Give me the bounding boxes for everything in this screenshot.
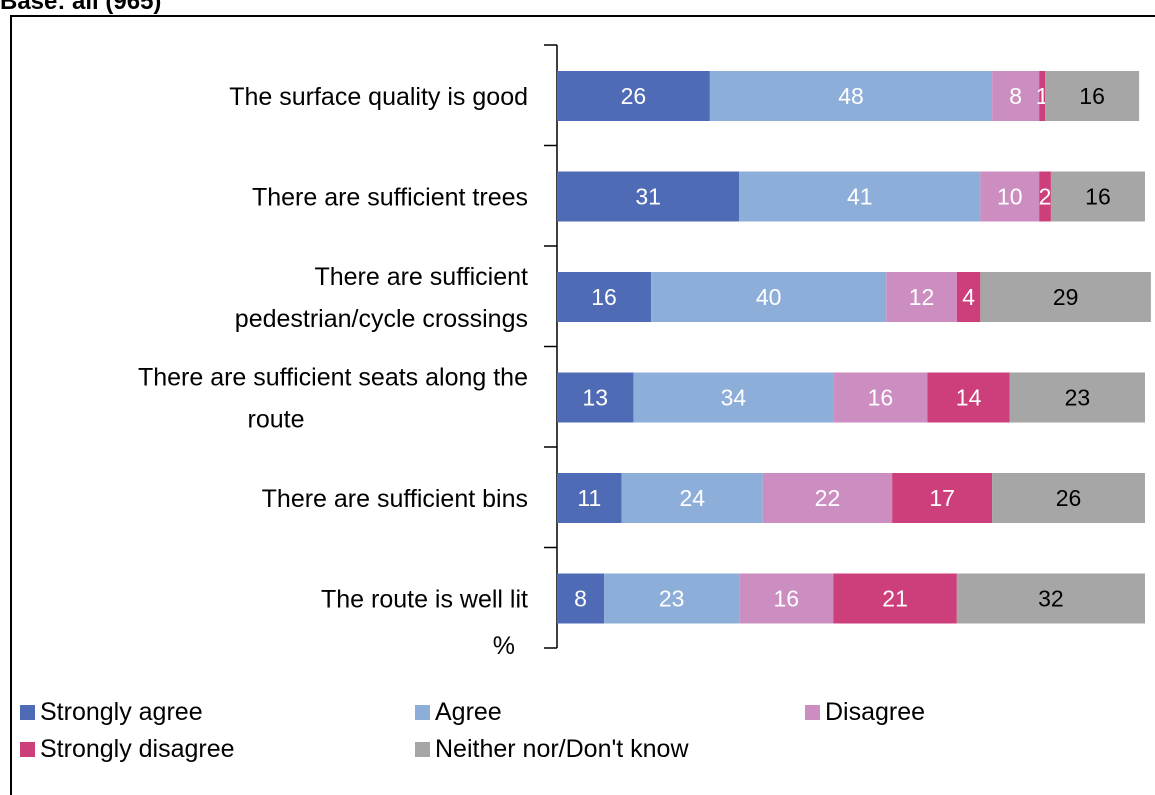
data-label: 34 <box>721 385 747 411</box>
data-label: 13 <box>582 385 608 411</box>
data-label: 40 <box>756 284 782 310</box>
bar-segment <box>927 372 1010 423</box>
bar-segment <box>1039 171 1051 222</box>
bar-segment <box>557 573 605 624</box>
category-label: There are sufficient <box>314 263 528 291</box>
bar-segment <box>956 573 1145 624</box>
category-label: There are sufficient bins <box>262 485 528 513</box>
data-label: 10 <box>997 184 1023 210</box>
legend-swatch <box>415 742 430 757</box>
bar-segment <box>892 473 993 523</box>
category-label: The route is well lit <box>321 586 528 614</box>
bar-segment <box>762 473 893 523</box>
bar-segment <box>557 272 652 322</box>
legend-swatch <box>415 705 430 720</box>
data-label: 17 <box>929 485 955 511</box>
category-label: route <box>248 406 305 434</box>
data-label: 8 <box>574 586 587 612</box>
category-label: pedestrian/cycle crossings <box>235 305 528 333</box>
legend-swatch <box>805 705 820 720</box>
bar-segment <box>1045 71 1140 121</box>
data-label: 24 <box>679 485 705 511</box>
base-label: Base: all (965) <box>0 0 162 15</box>
legend-label: Strongly agree <box>40 698 203 726</box>
data-label: 11 <box>577 485 601 511</box>
legend-swatch <box>20 705 35 720</box>
bar-segment <box>739 573 834 624</box>
category-label: The surface quality is good <box>229 83 528 111</box>
data-label: 4 <box>962 284 975 310</box>
bar-segment <box>886 272 957 322</box>
category-label: There are sufficient trees <box>252 184 528 212</box>
data-label: 16 <box>1085 184 1111 210</box>
bar-segment <box>833 372 928 423</box>
data-label: 26 <box>621 83 647 109</box>
data-label: 23 <box>1065 385 1091 411</box>
bar-segment <box>604 573 740 624</box>
bar-segment <box>651 272 887 322</box>
legend: Strongly agree Agree Disagree Strongly disa… <box>20 698 925 763</box>
data-label: 16 <box>591 284 617 310</box>
data-label: 23 <box>659 586 685 612</box>
bar-segment <box>980 272 1151 322</box>
bar-segment <box>1009 372 1145 423</box>
data-label: 8 <box>1009 83 1022 109</box>
legend-label: Neither nor/Don't know <box>435 735 689 763</box>
legend-label: Agree <box>435 698 502 726</box>
bar-segment <box>557 372 634 423</box>
bar-segment <box>956 272 981 322</box>
data-label: 26 <box>1056 485 1082 511</box>
data-label: 29 <box>1053 284 1079 310</box>
data-label: 41 <box>847 184 873 210</box>
legend-swatch <box>20 742 35 757</box>
bar-segment <box>633 372 834 423</box>
chart-frame <box>10 15 1155 795</box>
data-label: 16 <box>1079 83 1105 109</box>
data-label: 16 <box>774 586 800 612</box>
bar-segment <box>739 171 981 222</box>
bar-segment <box>980 171 1040 222</box>
x-axis-label: % <box>493 632 515 660</box>
bar-segment <box>833 573 957 624</box>
bar-segment <box>557 171 740 222</box>
category-label: There are sufficient seats along the <box>138 364 528 392</box>
category-labels: The surface quality is good There are suf… <box>138 83 528 614</box>
bar-segment <box>1039 71 1046 121</box>
bar-segment <box>621 473 763 523</box>
bar-segment <box>557 71 710 121</box>
bar-segment <box>557 473 622 523</box>
data-label: 16 <box>868 385 894 411</box>
bar-segment <box>992 71 1040 121</box>
data-label: 12 <box>909 284 935 310</box>
legend-label: Strongly disagree <box>40 735 235 763</box>
data-label: 32 <box>1038 586 1064 612</box>
axis: % <box>493 44 558 660</box>
data-label: 48 <box>838 83 864 109</box>
data-label: 31 <box>635 184 661 210</box>
bar-segment <box>709 71 993 121</box>
bar-segment <box>992 473 1145 523</box>
data-label: 14 <box>956 385 982 411</box>
bar-segment <box>1050 171 1145 222</box>
data-label: 22 <box>815 485 841 511</box>
data-label: 21 <box>882 586 908 612</box>
data-label: 2 <box>1039 184 1052 210</box>
legend-label: Disagree <box>825 698 925 726</box>
